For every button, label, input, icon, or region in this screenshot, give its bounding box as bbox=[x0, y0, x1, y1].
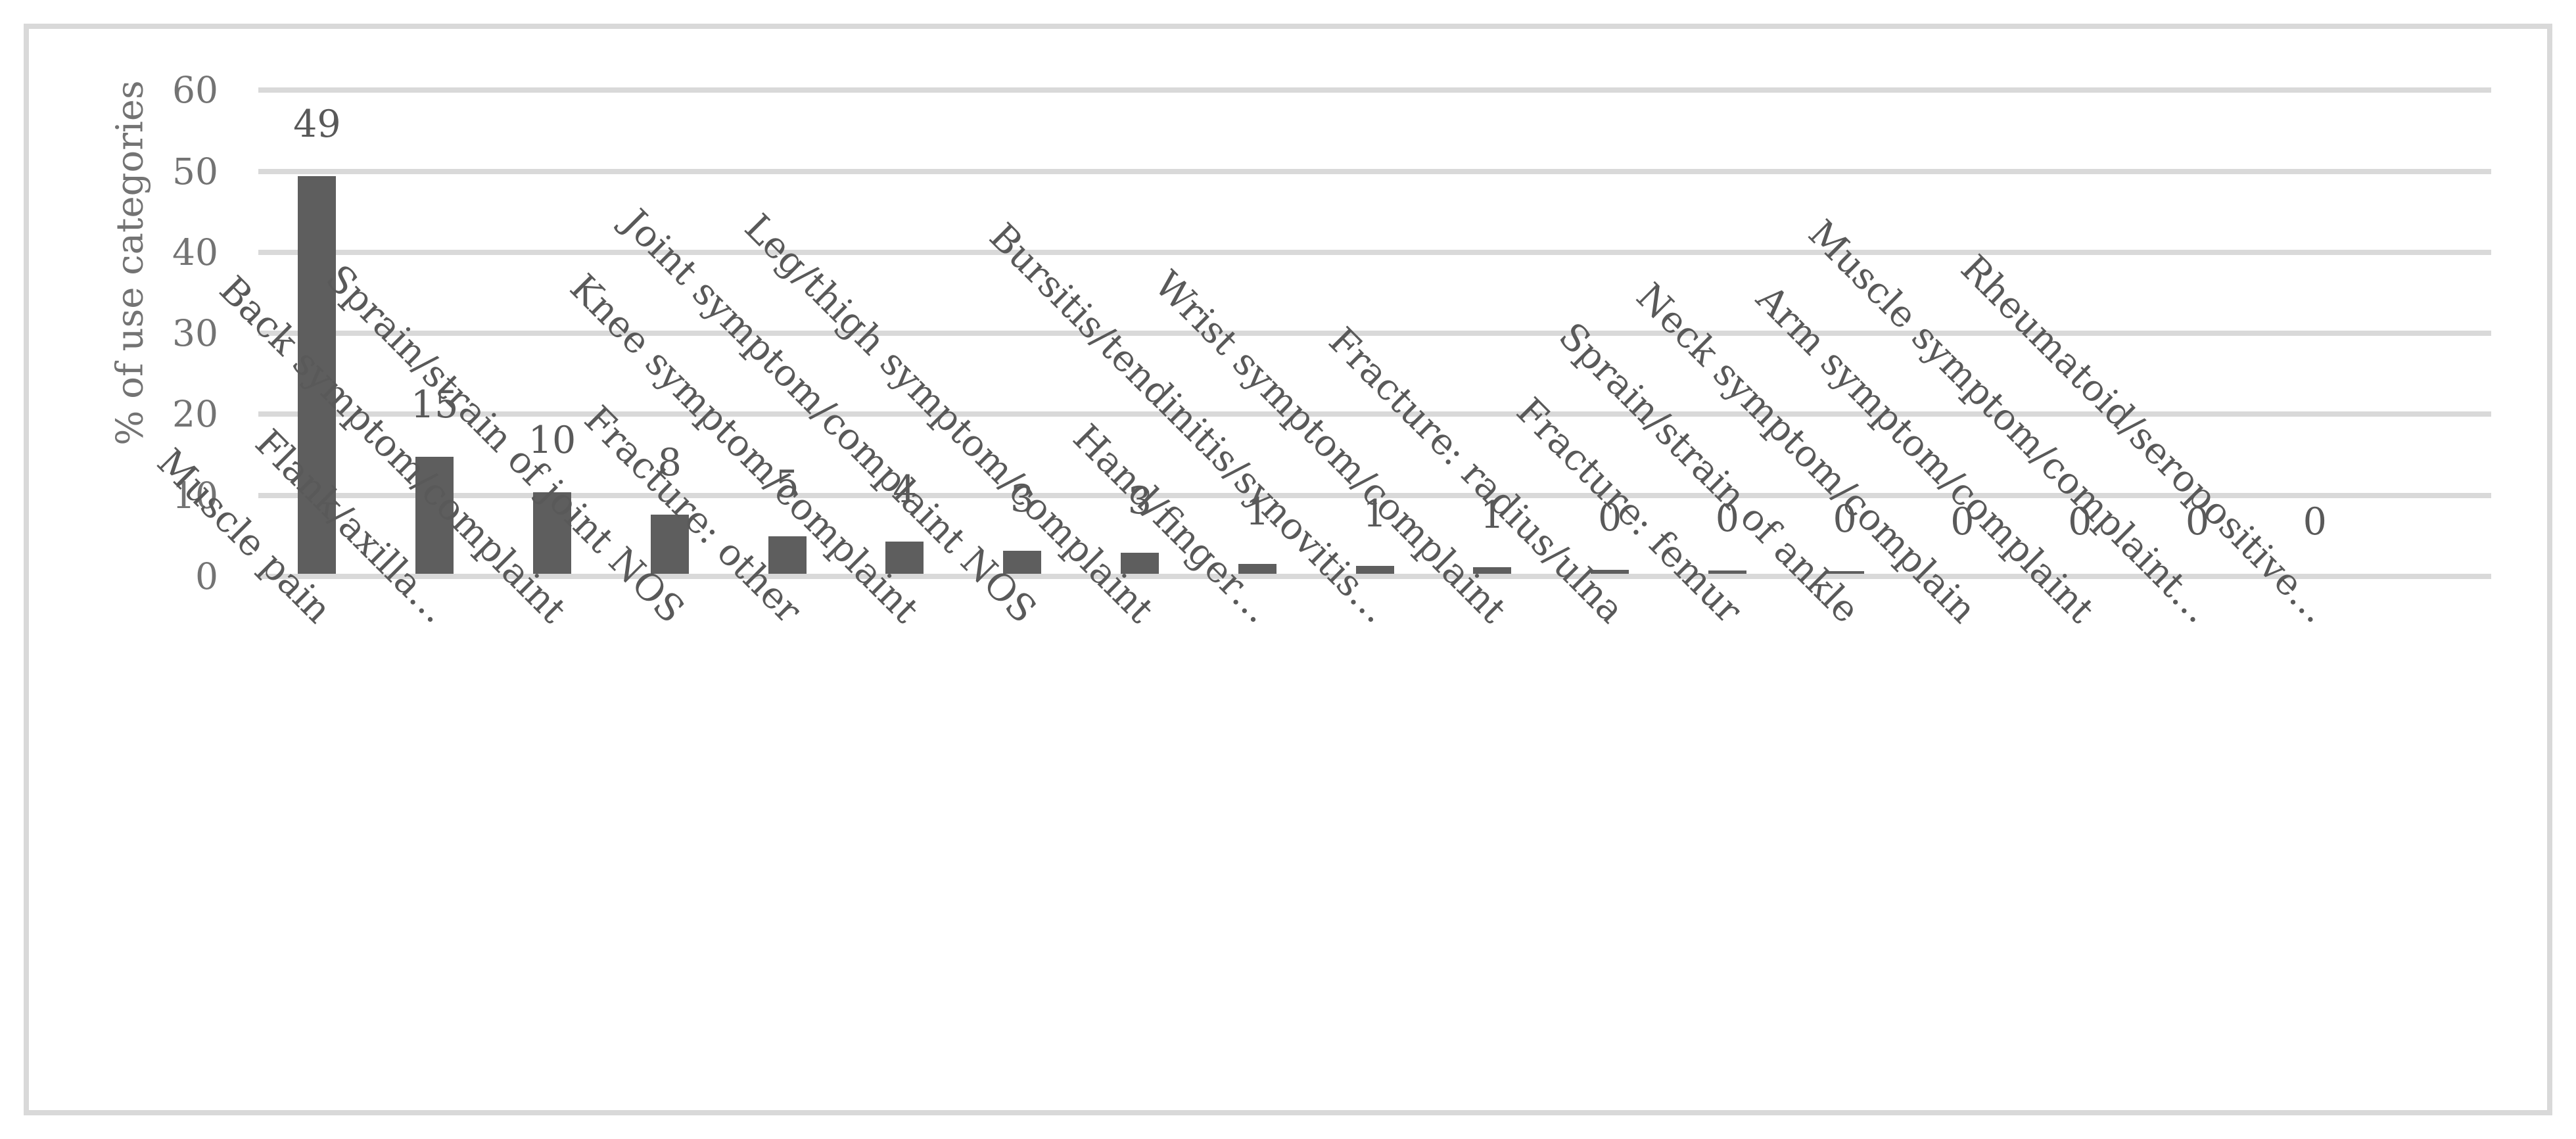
bar bbox=[1825, 570, 1864, 574]
y-tick-label-20: 20 bbox=[172, 393, 218, 436]
bar-value-label: 0 bbox=[1715, 497, 1739, 541]
bar-value-label: 1 bbox=[1245, 490, 1269, 534]
plot-area: 49 15 10 8 5 4 3 3 1 1 1 0 0 0 0 0 0 0 bbox=[258, 87, 2491, 579]
bar-value-label: 1 bbox=[1480, 494, 1505, 538]
bar bbox=[885, 541, 924, 574]
bar bbox=[532, 492, 571, 574]
bar bbox=[1473, 567, 1512, 574]
bar-value-label: 5 bbox=[775, 463, 799, 507]
bar-value-label: 0 bbox=[1950, 500, 1975, 544]
gridline-60 bbox=[258, 87, 2491, 93]
y-tick-label-40: 40 bbox=[172, 231, 218, 273]
bar bbox=[1708, 570, 1746, 574]
bar bbox=[1120, 552, 1159, 574]
gridline-30 bbox=[258, 331, 2491, 337]
bar-value-label: 0 bbox=[1833, 497, 1857, 541]
bar-value-label: 4 bbox=[893, 467, 917, 511]
bar-value-label: 0 bbox=[1597, 496, 1622, 540]
bar bbox=[768, 536, 807, 574]
bar-value-label: 1 bbox=[1363, 492, 1387, 536]
gridline-0 bbox=[258, 574, 2491, 579]
y-tick-label-30: 30 bbox=[172, 312, 218, 355]
bar-value-label: 3 bbox=[1127, 478, 1152, 523]
y-tick-label-60: 60 bbox=[172, 69, 218, 112]
bar-value-label: 3 bbox=[1010, 477, 1035, 521]
gridline-50 bbox=[258, 168, 2491, 174]
bar-value-label: 10 bbox=[528, 419, 576, 463]
bar-value-label: 0 bbox=[2185, 500, 2210, 544]
bar bbox=[1238, 564, 1276, 574]
bar-value-label: 49 bbox=[293, 102, 341, 146]
bar bbox=[1003, 550, 1042, 574]
bar-value-label: 15 bbox=[410, 383, 459, 427]
bar bbox=[298, 175, 337, 574]
bar-value-label: 0 bbox=[2068, 500, 2092, 544]
y-tick-label-50: 50 bbox=[172, 150, 218, 193]
bar bbox=[1355, 565, 1394, 574]
gridline-10 bbox=[258, 492, 2491, 498]
x-axis-label: Rheumatoid/seropositive… bbox=[1836, 247, 2337, 644]
bar-value-label: 8 bbox=[657, 441, 682, 484]
bar bbox=[415, 457, 454, 574]
gridline-20 bbox=[258, 411, 2491, 417]
gridline-40 bbox=[258, 249, 2491, 255]
bar bbox=[650, 515, 689, 574]
y-tick-label-0: 0 bbox=[195, 555, 218, 597]
bar-value-label: 0 bbox=[2303, 500, 2327, 544]
bar bbox=[1591, 570, 1629, 574]
y-tick-label-10: 10 bbox=[172, 474, 218, 517]
